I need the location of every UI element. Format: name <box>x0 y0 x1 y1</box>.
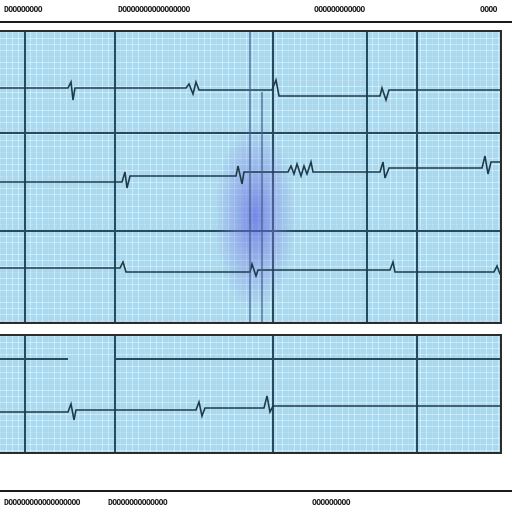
waveform-traces <box>0 336 502 454</box>
header-label-2: DOOOOOOOOOOOOOOOO <box>118 5 252 14</box>
upper-grid-panel <box>0 30 502 324</box>
footer-label-3: OOOOOOOOO <box>312 498 416 507</box>
header-rule <box>0 21 512 23</box>
lower-grid-panel <box>0 334 502 454</box>
footer-rule <box>0 490 512 492</box>
header-label-1: DOOOOOOOO <box>4 5 52 14</box>
header-label-4: OOOO <box>480 5 512 14</box>
footer-label-2: DOOOOOOOOOOOOO <box>108 498 256 507</box>
footer-label-1: DOOOOOOOOOOOOOOOOO <box>4 498 102 507</box>
header-label-3: OOOOOOOOOOOO <box>314 5 420 14</box>
waveform-traces <box>0 32 502 324</box>
